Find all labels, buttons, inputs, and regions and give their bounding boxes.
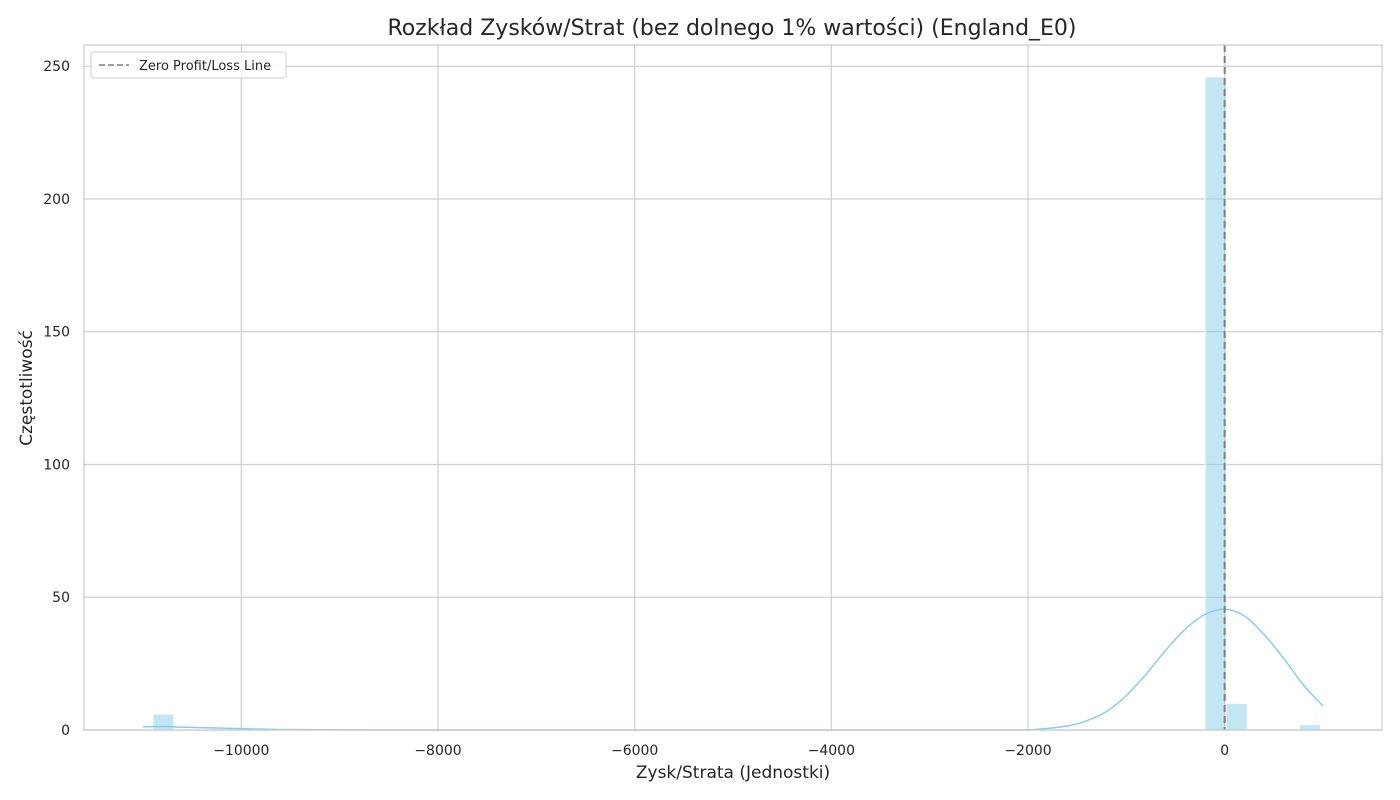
kde-curve xyxy=(142,608,1324,731)
y-tick-label: 100 xyxy=(43,457,70,473)
histogram-bars xyxy=(152,76,1322,731)
y-axis-label: Częstotliwość xyxy=(17,330,37,446)
x-tick-label: −10000 xyxy=(213,743,269,759)
y-tick-label: 150 xyxy=(43,325,70,341)
histogram-bar xyxy=(1225,702,1248,731)
x-tick-label: 0 xyxy=(1220,743,1229,759)
x-tick-label: −2000 xyxy=(1004,743,1051,759)
legend: Zero Profit/Loss Line xyxy=(90,51,287,79)
y-tick-label: 50 xyxy=(52,590,70,606)
x-tick-label: −4000 xyxy=(808,743,855,759)
y-axis-ticks: 0 50 100 150 200 250 xyxy=(43,59,70,739)
histogram-bar xyxy=(152,713,175,731)
y-tick-label: 200 xyxy=(43,192,70,208)
chart-title: Rozkład Zysków/Strat (bez dolnego 1% war… xyxy=(387,16,1076,41)
histogram-bar xyxy=(1204,76,1227,731)
x-axis-label: Zysk/Strata (Jednostki) xyxy=(636,763,830,783)
histogram-bar xyxy=(1298,724,1322,731)
y-tick-label: 250 xyxy=(43,59,70,75)
x-axis-ticks: −10000 −8000 −6000 −4000 −2000 0 xyxy=(213,743,1229,759)
plot-frame xyxy=(83,44,1383,731)
legend-label: Zero Profit/Loss Line xyxy=(139,59,271,74)
legend-box xyxy=(90,51,287,79)
x-tick-label: −8000 xyxy=(414,743,461,759)
x-tick-label: −6000 xyxy=(611,743,658,759)
y-tick-label: 0 xyxy=(61,723,70,739)
